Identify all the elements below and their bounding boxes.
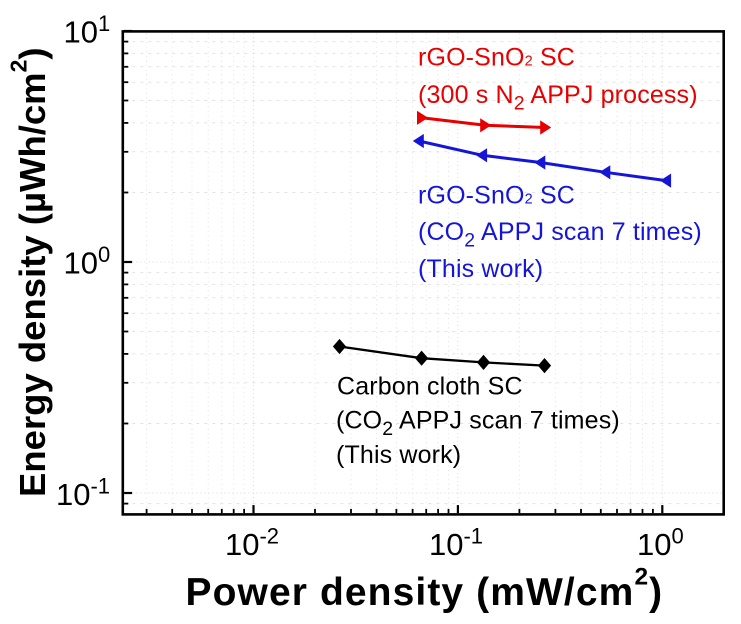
- svg-text:(300 s N2​ APPJ process): (300 s N2​ APPJ process): [418, 81, 698, 115]
- svg-text:Carbon cloth SC: Carbon cloth SC: [337, 372, 523, 400]
- svg-text:101: 101: [64, 11, 111, 50]
- svg-text:rGO-SnO2 SC: rGO-SnO2 SC: [418, 43, 575, 71]
- svg-text:(This work): (This work): [418, 255, 543, 283]
- svg-text:Energy density (µWh/cm2): Energy density (µWh/cm2): [6, 47, 54, 497]
- svg-text:10-1: 10-1: [56, 474, 110, 513]
- svg-text:(This work): (This work): [336, 441, 461, 469]
- svg-text:100: 100: [637, 524, 684, 563]
- svg-text:Power density (mW/cm2): Power density (mW/cm2): [186, 564, 664, 615]
- svg-text:rGO-SnO2 SC: rGO-SnO2 SC: [418, 182, 575, 210]
